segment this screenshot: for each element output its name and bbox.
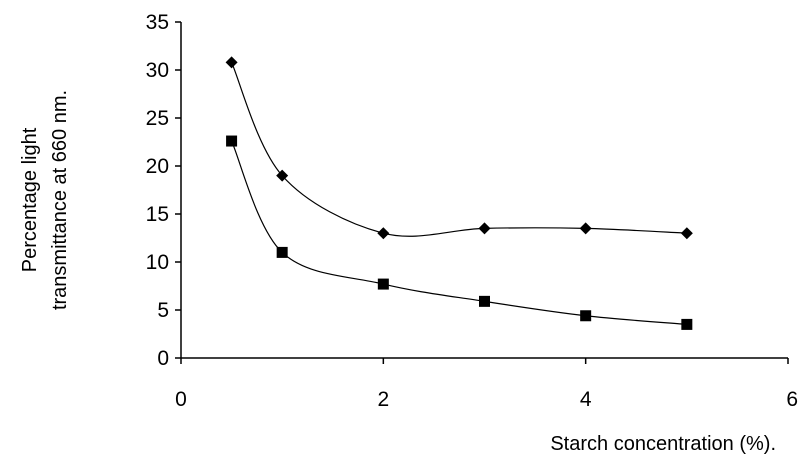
series-2-point [377,278,389,290]
series-1-point [276,169,289,182]
series-2-line [231,140,687,325]
y-tick-label: 25 [146,107,169,130]
series-1 [225,56,693,240]
y-tick-label: 10 [146,251,169,274]
x-axis-ticks: 0 2 4 6 [175,358,798,411]
series-1-point [377,227,390,240]
series-1-point [680,227,693,240]
y-tick-label: 15 [146,203,169,226]
x-tick-label: 0 [175,388,187,411]
axes [180,22,788,359]
x-axis-label: Starch concentration (%). [550,433,776,455]
y-axis-label-line-2: transmittance at 660 nm. [49,90,71,310]
x-tick-label: 2 [377,388,389,411]
series-1-line [231,62,687,237]
y-tick-label: 0 [157,347,169,370]
x-tick-label: 4 [580,388,592,411]
series-2 [226,135,693,330]
y-tick-label: 20 [146,155,169,178]
series-2-point [479,295,490,307]
y-tick-label: 30 [146,59,169,82]
y-tick-label: 5 [157,299,169,322]
series-2-point [681,318,693,330]
x-tick-label: 6 [786,388,798,411]
y-tick-label: 35 [146,11,169,34]
y-axis-label-line-1: Percentage light [19,127,41,272]
series-2-point [276,246,288,258]
series-2-point [580,310,592,322]
series-1-point [579,222,592,235]
series-1-point [478,222,491,235]
y-axis-ticks: 0 5 10 15 20 25 30 35 [146,11,181,370]
series-1-point [225,56,238,69]
series-layer [225,56,693,330]
series-2-point [226,135,238,147]
